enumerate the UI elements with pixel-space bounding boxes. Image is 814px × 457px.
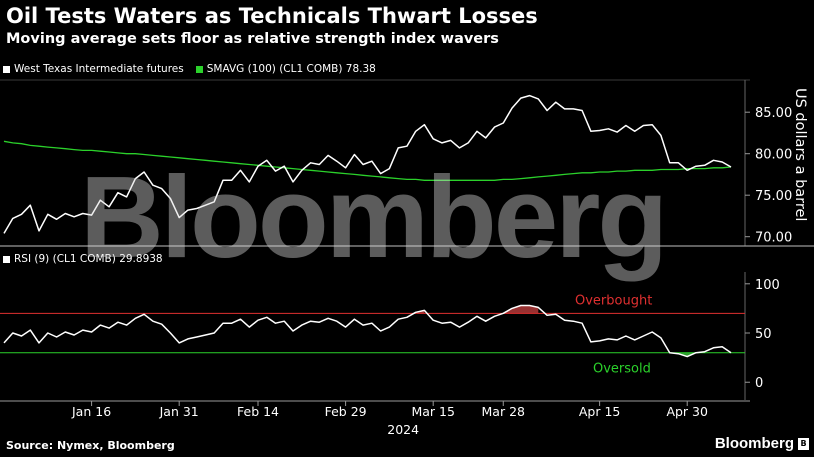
wti-legend-swatch: [3, 65, 10, 73]
source-note: Source: Nymex, Bloomberg: [6, 439, 175, 452]
rsi-legend-swatch: [3, 255, 10, 263]
rsi-legend-label: RSI (9) (CL1 COMB) 29.8938: [14, 253, 163, 265]
price-y-tick-label: 75.00: [755, 189, 792, 204]
x-year-label: 2024: [387, 422, 419, 437]
x-axis: Jan 16 Jan 31 Feb 14 Feb 29 Mar 15 Mar 28 Apr …: [0, 400, 750, 437]
x-tick-label: Feb 14: [237, 404, 279, 419]
x-tick-label: Mar 28: [482, 404, 526, 419]
price-y-tick-label: 70.00: [755, 231, 792, 246]
x-tick-label: Feb 29: [325, 404, 367, 419]
price-y-tick-label: 85.00: [755, 106, 792, 121]
x-tick-label: Mar 15: [411, 404, 454, 419]
price-y-axis-title: US dollars a barrel: [792, 88, 808, 221]
price-y-tick-label: 80.00: [755, 148, 792, 163]
rsi-legend: RSI (9) (CL1 COMB) 29.8938: [3, 253, 163, 265]
overbought-label: Overbought: [575, 293, 652, 308]
sma-legend-swatch: [195, 65, 203, 73]
sma-legend-label: SMAVG (100) (CL1 COMB) 78.38: [206, 63, 376, 75]
chart-subtitle: Moving average sets floor as relative st…: [6, 31, 499, 47]
rsi-y-tick-label: 100: [755, 278, 780, 293]
chart-title: Oil Tests Waters as Technicals Thwart Lo…: [6, 4, 538, 28]
overbought-shading: [503, 305, 539, 314]
rsi-panel: 0 50 100 Overbought Oversold: [0, 272, 780, 400]
rsi-line: [3, 304, 732, 358]
sma-line: [3, 140, 732, 181]
rsi-y-tick-label: 0: [755, 376, 763, 391]
bloomberg-terminal-icon: B: [798, 438, 809, 450]
rsi-y-tick-label: 50: [755, 327, 772, 342]
oversold-label: Oversold: [593, 362, 651, 377]
brand-logo: Bloomberg: [714, 435, 794, 452]
wti-price-line: [3, 94, 732, 234]
x-tick-label: Jan 16: [71, 404, 111, 419]
price-panel: 70.00 75.00 80.00 85.00 US dollars a barrel: [0, 79, 814, 247]
price-legend: West Texas Intermediate futures SMAVG (1…: [3, 63, 376, 75]
x-tick-label: Jan 31: [159, 404, 199, 419]
x-tick-label: Apr 30: [666, 404, 708, 419]
wti-legend-label: West Texas Intermediate futures: [14, 63, 184, 75]
x-tick-label: Apr 15: [579, 404, 621, 419]
